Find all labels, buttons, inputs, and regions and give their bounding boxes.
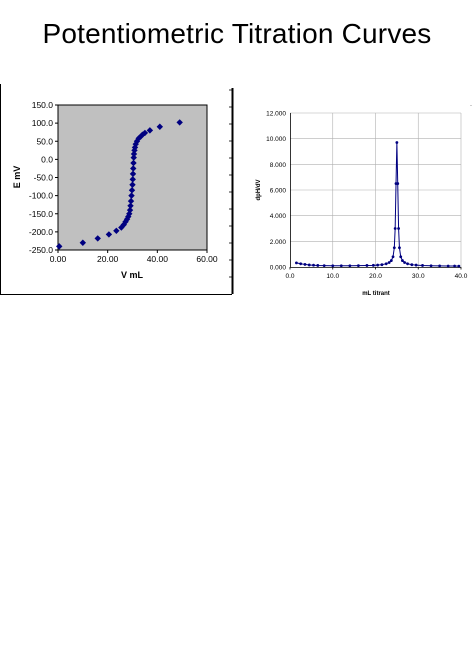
page-title: Potentiometric Titration Curves	[42, 18, 432, 49]
data-point	[357, 264, 360, 267]
data-point	[406, 262, 409, 266]
data-point	[389, 259, 393, 262]
data-point	[127, 202, 134, 209]
y-tick-label: 0.0	[41, 154, 53, 164]
data-point	[316, 264, 320, 267]
x-tick-label: 60.00	[196, 254, 218, 264]
data-point	[331, 264, 335, 268]
data-point	[421, 264, 424, 267]
chart-left-xlabel: V mL	[121, 270, 144, 280]
data-point	[120, 221, 128, 228]
data-point	[131, 147, 138, 154]
data-point	[176, 119, 183, 126]
data-point	[393, 227, 397, 230]
data-point	[453, 264, 456, 268]
data-point	[126, 206, 134, 214]
y-tick-label: 8.000	[270, 162, 287, 169]
data-point	[384, 262, 388, 266]
x-tick-label: 0.00	[50, 254, 67, 264]
data-point	[339, 264, 343, 268]
data-point	[399, 255, 403, 259]
y-tick-label: 12.000	[266, 111, 286, 118]
data-point	[303, 263, 307, 266]
data-point	[392, 246, 396, 250]
data-point	[396, 182, 400, 185]
data-point	[365, 264, 369, 267]
y-tick-label: 2.000	[270, 239, 287, 246]
data-point	[387, 261, 391, 264]
chart-right-series	[295, 141, 461, 268]
data-point	[132, 140, 139, 148]
y-tick-label: -100.0	[29, 191, 53, 201]
data-point	[295, 261, 298, 265]
data-point	[133, 138, 141, 145]
data-point	[397, 227, 400, 230]
y-tick-label: -200.0	[29, 227, 53, 237]
data-point	[401, 259, 404, 262]
chart-left-potential-curve: 150.0 100.0 50.0 0.0 -50.0 -100.0 -150.0 -200.0…	[0, 84, 234, 295]
data-point	[312, 263, 315, 267]
data-point	[322, 264, 326, 267]
y-tick-label: -250.0	[29, 245, 53, 255]
data-point	[348, 264, 352, 268]
data-point	[391, 255, 395, 259]
chart-right-derivative-curve: 12.000 10.000 8.000 6.000 4.000 2.000 0.000 0.…	[256, 103, 472, 297]
data-point	[380, 263, 384, 267]
x-tick-label: 40.0	[455, 273, 468, 280]
chart-left-ylabel: E mV	[12, 166, 22, 189]
chart-right-y-ticks: 12.000 10.000 8.000 6.000 4.000 2.000 0.000	[266, 111, 286, 272]
data-point	[130, 159, 137, 167]
data-point	[129, 176, 136, 183]
chart-right-corner-mark: -	[470, 103, 472, 109]
x-tick-label: 20.0	[369, 273, 382, 280]
data-point	[129, 181, 136, 188]
data-point	[128, 192, 135, 199]
data-point	[446, 264, 450, 268]
chart-left-frame-ticks	[229, 89, 232, 278]
y-tick-label: -150.0	[29, 209, 53, 219]
data-point	[113, 227, 120, 234]
x-tick-label: 40.00	[147, 254, 169, 264]
data-point	[141, 129, 149, 137]
data-point	[429, 264, 433, 268]
x-tick-label: 0.0	[285, 273, 294, 280]
y-tick-label: 0.000	[270, 265, 287, 272]
y-tick-label: 50.0	[36, 136, 53, 146]
x-tick-label: 10.0	[326, 273, 339, 280]
data-point	[410, 263, 414, 267]
y-tick-label: 150.0	[32, 100, 54, 110]
chart-left-x-ticks: 0.00 20.00 40.00 60.00	[50, 250, 218, 264]
y-tick-label: 6.000	[270, 188, 287, 195]
data-point	[146, 127, 154, 134]
data-point	[414, 263, 418, 267]
data-point	[156, 123, 164, 130]
data-point	[56, 243, 63, 250]
y-tick-label: 100.0	[32, 118, 54, 128]
x-tick-label: 30.0	[412, 273, 425, 280]
chart-left-y-ticks: 150.0 100.0 50.0 0.0 -50.0 -100.0 -150.0 -200.0…	[29, 100, 58, 255]
y-tick-label: -50.0	[34, 173, 54, 183]
chart-right-x-ticks: 0.0 10.0 20.0 30.0 40.0	[285, 267, 468, 280]
data-point	[299, 262, 303, 266]
data-point	[457, 264, 461, 268]
data-point	[94, 235, 101, 242]
chart-right-ylabel: dpH/dV	[256, 180, 262, 201]
data-point	[403, 261, 406, 264]
data-point	[135, 135, 142, 142]
chart-right-gridlines	[290, 112, 462, 267]
data-point	[307, 263, 311, 267]
data-point	[130, 154, 137, 161]
data-point	[79, 239, 87, 246]
data-point	[395, 141, 399, 144]
data-point	[371, 263, 375, 267]
y-tick-label: 4.000	[270, 213, 287, 220]
y-tick-label: 10.000	[266, 136, 286, 143]
data-point	[438, 264, 442, 268]
data-point	[131, 144, 139, 151]
data-point	[398, 246, 401, 250]
x-tick-label: 20.00	[97, 254, 119, 264]
data-point	[105, 231, 113, 238]
chart-right-xlabel: mL titrant	[362, 291, 390, 297]
data-point	[376, 263, 380, 267]
